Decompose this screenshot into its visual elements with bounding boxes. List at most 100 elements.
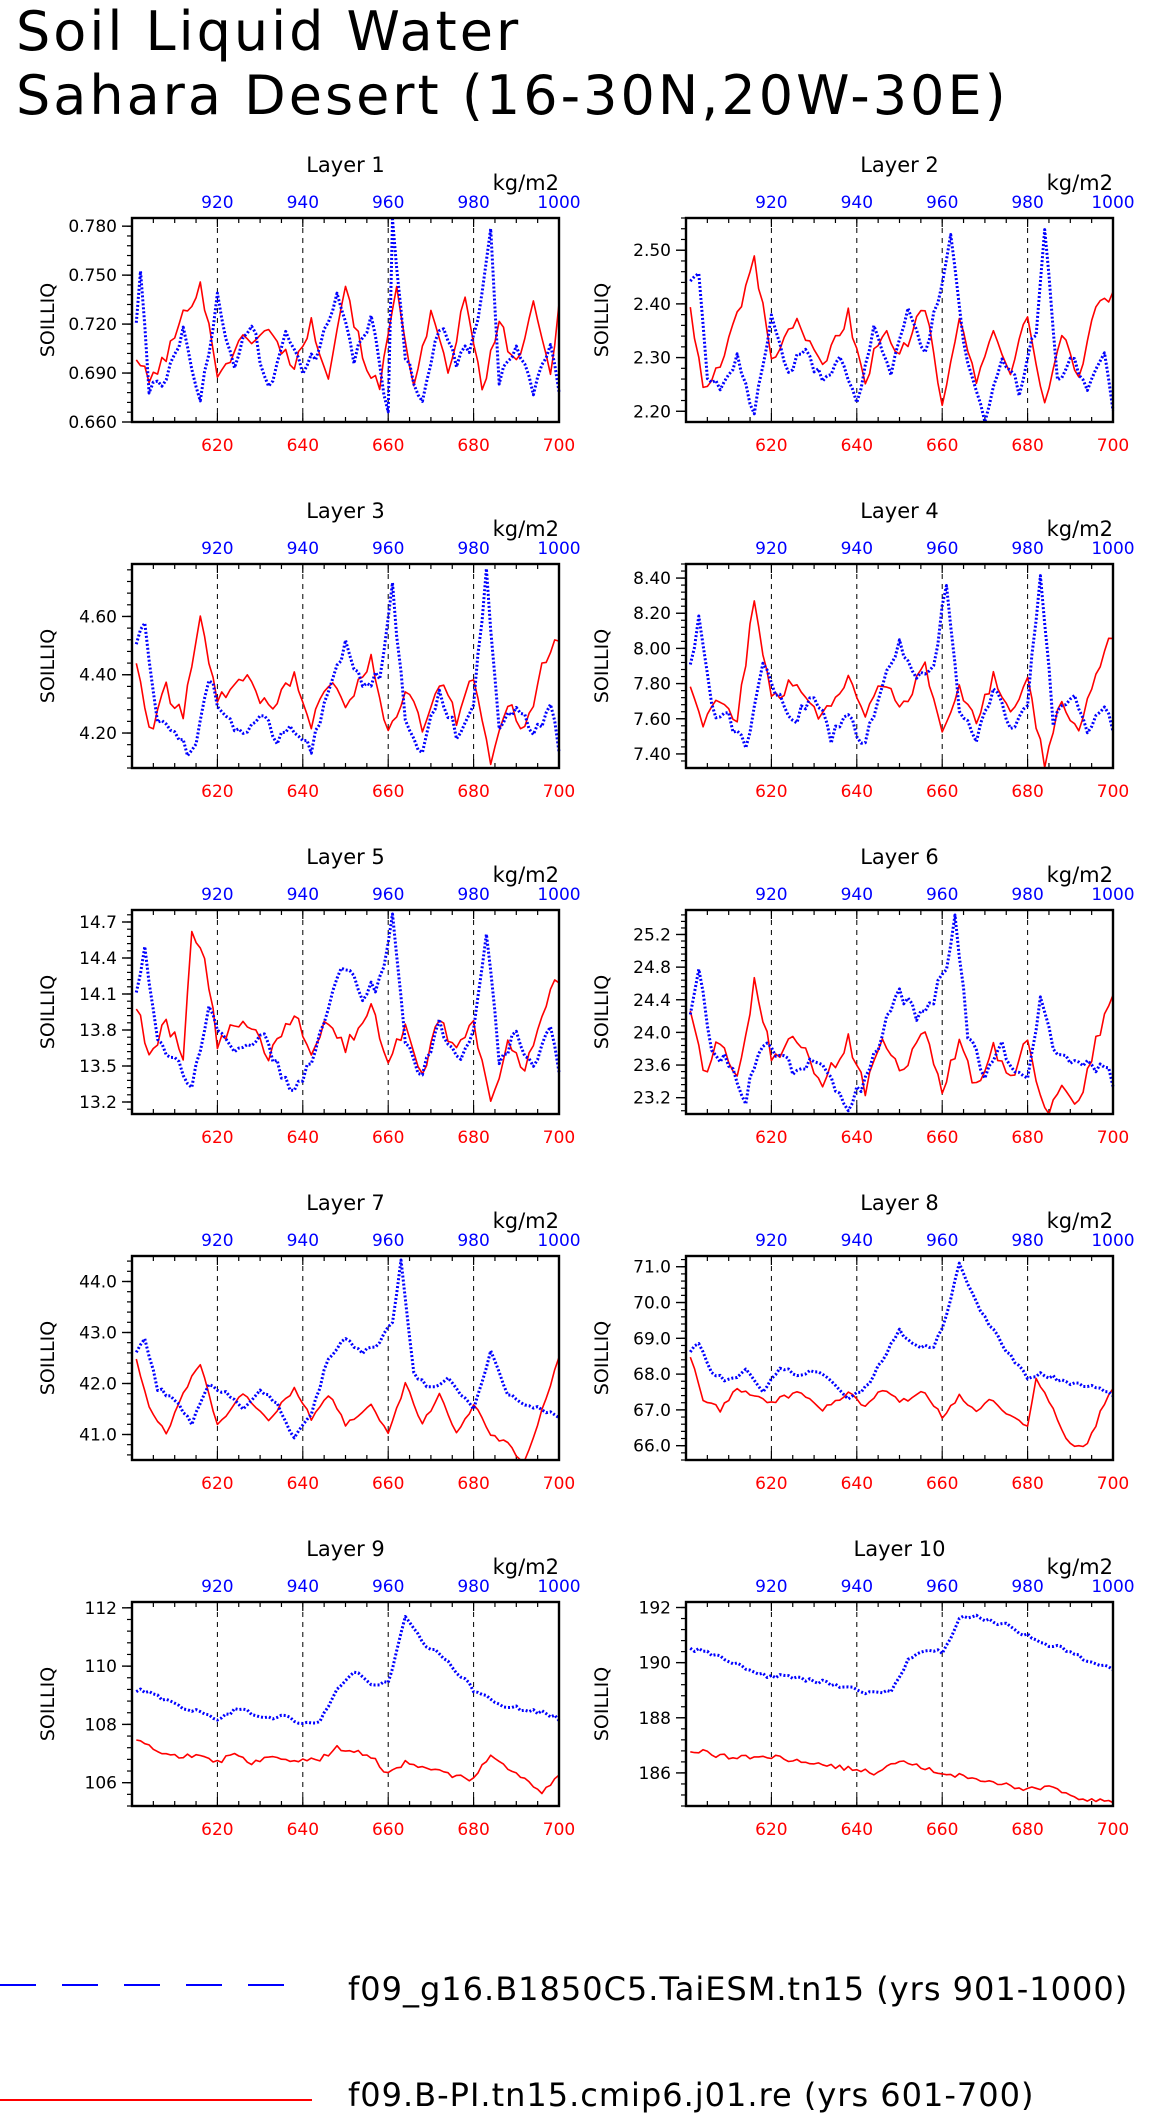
x-tick-label-blue: 1000 <box>1091 1231 1134 1251</box>
series-line-blue <box>134 217 561 414</box>
x-tick-label-blue: 920 <box>755 1577 787 1597</box>
x-tick-label-red: 620 <box>201 782 233 802</box>
x-tick-label-blue: 960 <box>926 539 958 559</box>
x-tick-label-red: 700 <box>1097 1474 1129 1494</box>
panel-4: Layer 4 kg/m2 SOILLIQ 7.40 7.60 7.80 8.00 8.20 8… <box>591 499 1135 802</box>
units-label: kg/m2 <box>493 863 559 887</box>
x-tick-label-blue: 920 <box>755 193 787 213</box>
y-tick-label: 0.750 <box>68 266 117 286</box>
y-axis-label: SOILLIQ <box>37 975 59 1049</box>
x-tick-label-red: 660 <box>372 1820 404 1840</box>
x-tick-label-blue: 920 <box>201 1231 233 1251</box>
series-line-blue <box>689 1261 1115 1401</box>
x-tick-label-blue: 960 <box>926 885 958 905</box>
x-tick-label-red: 640 <box>841 1474 873 1494</box>
panel-title: Layer 3 <box>306 499 385 523</box>
series-line-blue <box>135 1615 561 1725</box>
x-tick-label-red: 680 <box>457 782 489 802</box>
x-tick-label-blue: 980 <box>457 1231 489 1251</box>
series-line-red <box>135 615 560 766</box>
x-tick-label-blue: 940 <box>841 193 873 213</box>
y-tick-label: 13.2 <box>79 1093 117 1113</box>
panel-title: Layer 1 <box>306 153 385 177</box>
y-tick-label: 2.20 <box>633 402 671 422</box>
series-line-blue <box>688 913 1115 1113</box>
x-tick-label-red: 620 <box>755 436 787 456</box>
x-tick-label-blue: 960 <box>926 1577 958 1597</box>
y-tick-label: 41.0 <box>79 1426 117 1446</box>
panel-title: Layer 5 <box>306 845 385 869</box>
panel-title: Layer 4 <box>860 499 939 523</box>
x-tick-label-blue: 960 <box>926 1231 958 1251</box>
panel-title: Layer 2 <box>860 153 939 177</box>
plot-frame <box>684 1600 1115 1808</box>
chart-title-line-2: Sahara Desert (16-30N,20W-30E) <box>16 64 1009 127</box>
y-tick-label: 2.40 <box>633 295 671 315</box>
series-line-red <box>690 1748 1114 1804</box>
series-line-red <box>135 281 560 391</box>
x-tick-label-red: 620 <box>755 1128 787 1148</box>
y-tick-label: 66.0 <box>633 1437 671 1457</box>
x-tick-label-red: 660 <box>372 1474 404 1494</box>
y-tick-label: 24.0 <box>633 1023 671 1043</box>
plot-frame <box>684 908 1115 1116</box>
x-tick-label-red: 660 <box>372 782 404 802</box>
y-axis-label: SOILLIQ <box>591 629 613 703</box>
x-tick-label-red: 700 <box>1097 1820 1129 1840</box>
panel-title: Layer 8 <box>860 1191 939 1215</box>
plot-frame <box>130 216 561 424</box>
y-axis-label: SOILLIQ <box>37 1667 59 1741</box>
x-tick-label-blue: 980 <box>1011 193 1043 213</box>
x-tick-label-red: 620 <box>755 1820 787 1840</box>
x-tick-label-blue: 940 <box>287 1577 319 1597</box>
panel-1: Layer 1 kg/m2 SOILLIQ 0.660 0.690 0.720 0.750 0… <box>37 153 581 456</box>
x-tick-label-red: 640 <box>841 1820 873 1840</box>
units-label: kg/m2 <box>1047 171 1113 195</box>
x-tick-label-red: 640 <box>287 436 319 456</box>
series-line-red <box>689 600 1114 769</box>
y-tick-label: 8.20 <box>633 604 671 624</box>
x-tick-label-red: 620 <box>755 782 787 802</box>
x-tick-label-blue: 940 <box>841 539 873 559</box>
y-tick-label: 112 <box>85 1599 117 1619</box>
legend-blue-swatch <box>0 1984 300 1986</box>
legend-blue-label: f09_g16.B1850C5.TaiESM.tn15 (yrs 901-100… <box>348 1970 1129 2008</box>
x-tick-label-blue: 980 <box>1011 1231 1043 1251</box>
x-tick-label-blue: 940 <box>841 885 873 905</box>
x-tick-label-blue: 960 <box>372 885 404 905</box>
plot-frame <box>130 562 561 770</box>
series-line-red <box>689 976 1114 1115</box>
x-tick-label-red: 700 <box>1097 782 1129 802</box>
x-tick-label-red: 620 <box>755 1474 787 1494</box>
x-tick-label-blue: 1000 <box>537 1577 580 1597</box>
x-tick-label-red: 660 <box>926 782 958 802</box>
y-axis-label: SOILLIQ <box>37 283 59 357</box>
x-tick-label-red: 680 <box>457 1820 489 1840</box>
y-tick-label: 0.720 <box>68 315 117 335</box>
series-line-red <box>689 1356 1114 1448</box>
y-tick-label: 186 <box>639 1764 671 1784</box>
y-tick-label: 2.50 <box>633 241 671 261</box>
x-tick-label-red: 700 <box>543 1128 575 1148</box>
y-tick-label: 106 <box>85 1774 117 1794</box>
units-label: kg/m2 <box>493 517 559 541</box>
x-tick-label-red: 660 <box>926 1820 958 1840</box>
y-axis-label: SOILLIQ <box>591 1321 613 1395</box>
y-tick-label: 14.4 <box>79 949 117 969</box>
y-tick-label: 44.0 <box>79 1273 117 1293</box>
x-tick-label-red: 680 <box>1011 436 1043 456</box>
x-tick-label-red: 680 <box>457 436 489 456</box>
units-label: kg/m2 <box>1047 1555 1113 1579</box>
units-label: kg/m2 <box>493 1209 559 1233</box>
x-tick-label-red: 700 <box>543 782 575 802</box>
x-tick-label-red: 660 <box>926 1474 958 1494</box>
panel-title: Layer 7 <box>306 1191 385 1215</box>
y-axis-label: SOILLIQ <box>37 1321 59 1395</box>
x-tick-label-red: 680 <box>1011 782 1043 802</box>
panel-9: Layer 9 kg/m2 SOILLIQ 106 108 110 112 620 640 660… <box>37 1537 581 1840</box>
x-tick-label-red: 700 <box>543 1820 575 1840</box>
x-tick-label-red: 640 <box>287 1820 319 1840</box>
x-tick-label-blue: 980 <box>1011 1577 1043 1597</box>
y-tick-label: 14.1 <box>79 985 117 1005</box>
